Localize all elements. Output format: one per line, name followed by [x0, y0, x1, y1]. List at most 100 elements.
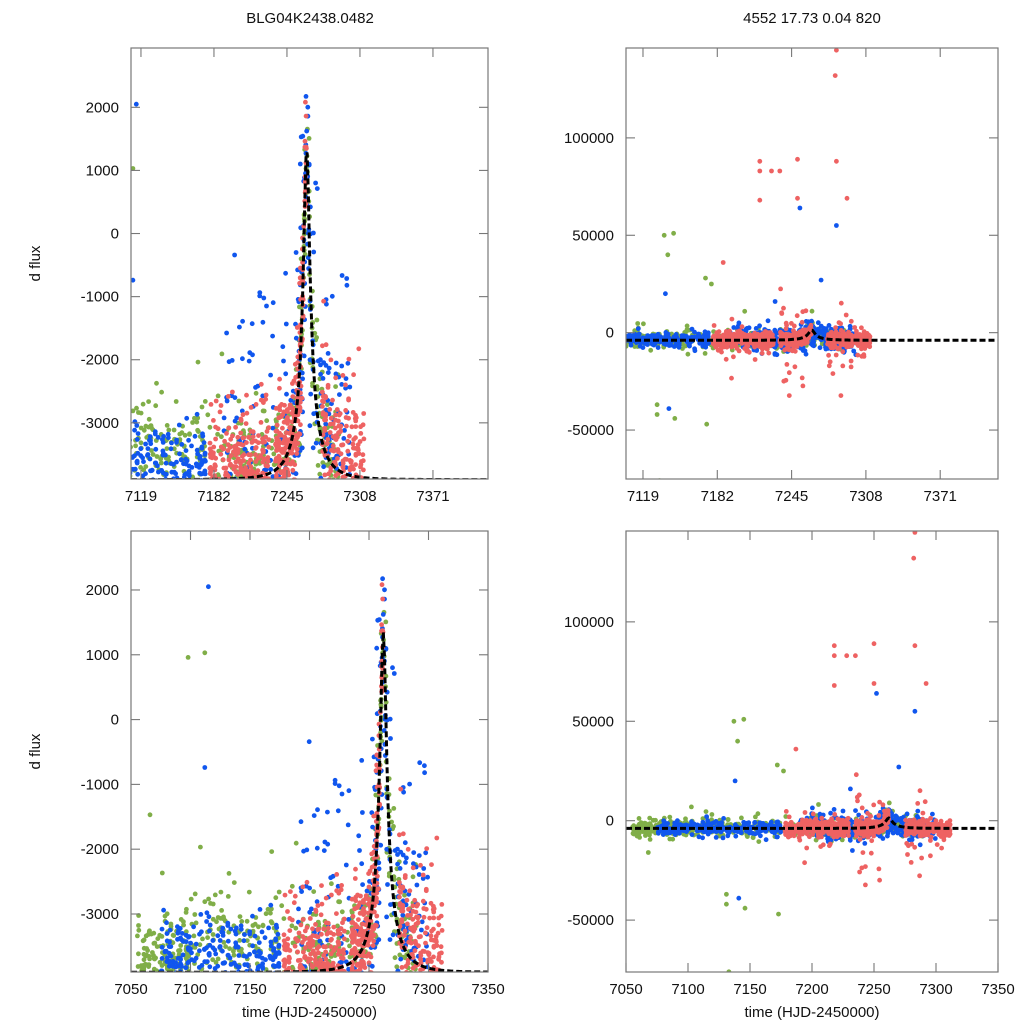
data-point-red	[331, 487, 336, 492]
data-point-green	[81, 485, 86, 490]
data-point-red	[253, 499, 258, 504]
data-point-green	[260, 408, 266, 414]
data-point-blue	[323, 507, 328, 512]
data-point-red	[353, 462, 358, 467]
data-point-green	[231, 948, 236, 954]
data-point-green	[210, 916, 216, 922]
data-point-green	[202, 399, 208, 404]
data-point-blue	[163, 460, 169, 466]
data-point-green	[65, 442, 70, 447]
data-point-blue	[107, 435, 112, 440]
data-point-red	[348, 506, 353, 511]
data-point-blue	[115, 442, 120, 447]
data-point-green	[113, 452, 118, 457]
data-point-green	[113, 438, 118, 443]
data-point-green	[586, 336, 591, 341]
data-point-green	[326, 986, 331, 991]
data-point-red	[285, 481, 290, 486]
data-point-green	[336, 537, 341, 542]
data-point-red	[338, 424, 343, 430]
data-point-red	[361, 525, 366, 530]
data-point-blue	[304, 128, 310, 134]
data-point-red	[225, 448, 231, 453]
data-point-blue	[115, 453, 120, 458]
data-point-blue	[275, 931, 281, 937]
data-point-green	[590, 335, 595, 340]
data-point-green	[402, 998, 407, 1003]
data-point-blue	[166, 498, 171, 503]
data-point-green	[83, 463, 88, 468]
data-point-red	[323, 395, 329, 401]
data-point-green	[108, 484, 113, 489]
data-point-red	[241, 503, 246, 508]
data-point-blue	[107, 465, 112, 470]
data-point-red	[843, 333, 848, 338]
data-point-green	[118, 484, 123, 489]
data-point-red	[258, 397, 264, 403]
data-point-green	[143, 933, 149, 939]
data-point-green	[270, 548, 275, 553]
data-point-blue	[301, 353, 307, 359]
data-point-red	[208, 482, 213, 487]
data-point-green	[315, 463, 321, 468]
data-point-green	[333, 384, 338, 389]
data-point-red	[213, 463, 218, 469]
data-point-green	[121, 469, 126, 474]
data-point-blue	[326, 562, 331, 567]
data-point-green	[566, 335, 571, 340]
data-point-blue	[269, 523, 274, 528]
data-point-blue	[120, 511, 125, 516]
data-point-green	[205, 973, 210, 978]
data-point-green	[174, 975, 179, 980]
data-point-green	[125, 516, 130, 521]
data-point-red	[355, 583, 360, 588]
data-point-blue	[114, 453, 119, 458]
data-point-blue	[199, 444, 205, 450]
data-point-blue	[125, 472, 130, 477]
data-point-green	[596, 337, 601, 342]
data-point-red	[302, 138, 308, 144]
data-point-blue	[250, 352, 255, 358]
data-point-green	[599, 339, 604, 344]
data-point-green	[306, 136, 312, 141]
data-point-red	[274, 448, 279, 453]
data-point-green	[626, 340, 627, 342]
data-point-blue	[310, 445, 316, 451]
data-point-red	[266, 476, 272, 479]
data-point-green	[164, 423, 170, 428]
data-point-green	[247, 492, 252, 497]
data-point-blue	[663, 330, 669, 335]
data-point-red	[353, 563, 358, 568]
data-point-red	[783, 320, 789, 326]
data-point-red	[348, 458, 354, 464]
data-point-red	[282, 512, 287, 517]
data-point-blue	[283, 321, 289, 327]
data-point-blue	[599, 340, 604, 345]
data-point-red	[729, 344, 734, 350]
data-point-red	[324, 441, 330, 447]
data-point-blue	[847, 323, 853, 329]
data-point-red	[759, 350, 765, 356]
data-point-blue	[181, 461, 186, 467]
data-point-blue	[94, 447, 99, 452]
x-tick-label: 7371	[416, 488, 449, 505]
data-point-blue	[107, 477, 112, 482]
data-point-red	[233, 493, 238, 498]
data-point-blue	[592, 339, 597, 344]
data-point-green	[205, 412, 211, 418]
data-point-green	[274, 419, 279, 424]
data-point-green	[195, 427, 201, 433]
data-point-red	[258, 420, 264, 425]
data-point-blue	[171, 469, 177, 475]
data-point-green	[92, 469, 97, 474]
data-point-red	[273, 406, 279, 411]
data-point-blue	[89, 464, 94, 469]
data-point-green	[406, 986, 411, 991]
data-point-red	[320, 404, 325, 409]
data-point-blue	[132, 466, 138, 472]
data-point-red	[240, 453, 245, 459]
y-tick-label: 1000	[86, 162, 119, 179]
data-point-red	[336, 553, 341, 558]
data-point-red	[266, 444, 272, 450]
data-point-red	[252, 543, 257, 548]
